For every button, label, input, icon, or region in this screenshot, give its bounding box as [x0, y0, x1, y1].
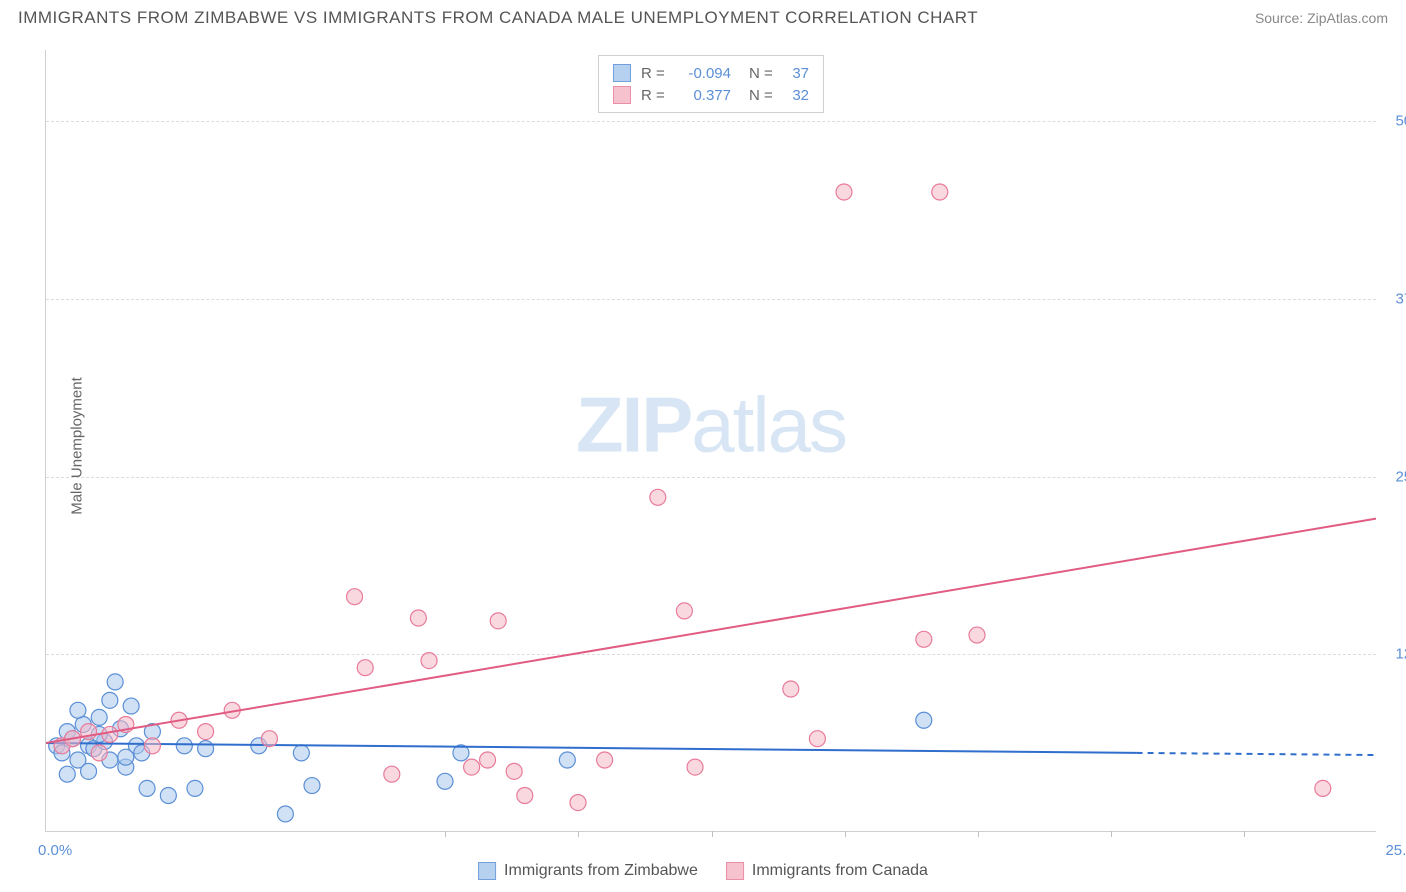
scatter-point — [187, 780, 203, 796]
scatter-point — [650, 489, 666, 505]
scatter-point — [160, 788, 176, 804]
scatter-point — [176, 738, 192, 754]
scatter-point — [81, 763, 97, 779]
trend-line — [46, 519, 1376, 743]
scatter-point — [437, 773, 453, 789]
x-origin-label: 0.0% — [38, 842, 72, 859]
scatter-point — [809, 731, 825, 747]
r-value: 0.377 — [681, 87, 731, 104]
scatter-point — [421, 653, 437, 669]
n-label: N = — [749, 65, 774, 82]
series-legend-label: Immigrants from Zimbabwe — [504, 862, 698, 880]
scatter-point — [144, 738, 160, 754]
scatter-point — [91, 745, 107, 761]
series-legend-item: Immigrants from Zimbabwe — [478, 862, 698, 880]
scatter-point — [676, 603, 692, 619]
n-label: N = — [749, 87, 774, 104]
x-tick-mark — [1244, 831, 1245, 837]
scatter-point — [783, 681, 799, 697]
x-tick-mark — [578, 831, 579, 837]
scatter-point — [1315, 780, 1331, 796]
scatter-point — [836, 184, 852, 200]
y-tick-label: 50.0% — [1395, 113, 1406, 130]
scatter-point — [107, 674, 123, 690]
scatter-svg — [46, 50, 1376, 831]
scatter-point — [969, 627, 985, 643]
x-tick-mark — [712, 831, 713, 837]
scatter-point — [490, 613, 506, 629]
scatter-point — [198, 741, 214, 757]
scatter-point — [559, 752, 575, 768]
scatter-point — [464, 759, 480, 775]
x-tick-mark — [978, 831, 979, 837]
scatter-point — [118, 749, 134, 765]
scatter-point — [932, 184, 948, 200]
series-legend-item: Immigrants from Canada — [726, 862, 928, 880]
scatter-point — [916, 712, 932, 728]
scatter-point — [91, 709, 107, 725]
x-end-label: 25.0% — [1385, 842, 1406, 859]
y-tick-label: 25.0% — [1395, 468, 1406, 485]
x-tick-mark — [845, 831, 846, 837]
scatter-point — [384, 766, 400, 782]
r-label: R = — [641, 87, 671, 104]
scatter-point — [916, 631, 932, 647]
scatter-point — [304, 778, 320, 794]
legend-swatch — [726, 862, 744, 880]
n-value: 37 — [784, 65, 809, 82]
r-value: -0.094 — [681, 65, 731, 82]
scatter-point — [102, 726, 118, 742]
scatter-point — [123, 698, 139, 714]
legend-swatch — [613, 64, 631, 82]
series-legend-label: Immigrants from Canada — [752, 862, 928, 880]
scatter-point — [506, 763, 522, 779]
scatter-point — [517, 788, 533, 804]
trend-line-dashed — [1137, 753, 1376, 755]
scatter-point — [357, 660, 373, 676]
chart-title: IMMIGRANTS FROM ZIMBABWE VS IMMIGRANTS F… — [18, 8, 978, 28]
y-tick-label: 12.5% — [1395, 646, 1406, 663]
scatter-point — [480, 752, 496, 768]
scatter-point — [102, 692, 118, 708]
series-legend: Immigrants from Zimbabwe Immigrants from … — [478, 862, 928, 880]
r-label: R = — [641, 65, 671, 82]
chart-header: IMMIGRANTS FROM ZIMBABWE VS IMMIGRANTS F… — [0, 0, 1406, 32]
x-tick-mark — [1111, 831, 1112, 837]
scatter-point — [70, 702, 86, 718]
chart-plot-area: ZIPatlas 12.5%25.0%37.5%50.0% R =-0.094N… — [45, 50, 1376, 832]
n-value: 32 — [784, 87, 809, 104]
scatter-point — [59, 766, 75, 782]
correlation-legend: R = -0.094 N = 37 R = 0.377 N = 32 — [598, 55, 824, 113]
correlation-legend-row: R = 0.377 N = 32 — [613, 84, 809, 106]
scatter-point — [261, 731, 277, 747]
legend-swatch — [613, 86, 631, 104]
scatter-point — [139, 780, 155, 796]
scatter-point — [198, 724, 214, 740]
scatter-point — [570, 795, 586, 811]
scatter-point — [410, 610, 426, 626]
scatter-point — [597, 752, 613, 768]
scatter-point — [687, 759, 703, 775]
x-tick-mark — [445, 831, 446, 837]
chart-source: Source: ZipAtlas.com — [1255, 10, 1388, 26]
scatter-point — [347, 589, 363, 605]
correlation-legend-row: R = -0.094 N = 37 — [613, 62, 809, 84]
scatter-point — [277, 806, 293, 822]
scatter-point — [293, 745, 309, 761]
legend-swatch — [478, 862, 496, 880]
y-tick-label: 37.5% — [1395, 290, 1406, 307]
